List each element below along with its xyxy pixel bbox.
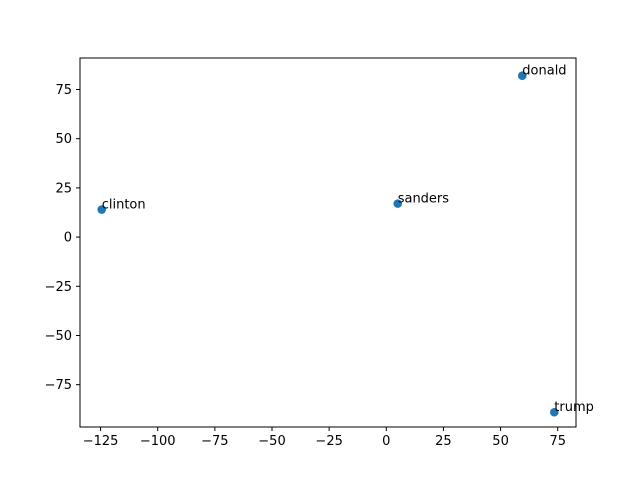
x-tick-label: 0 [382,434,390,449]
x-tick-label: 25 [435,434,452,449]
scatter-point-donald [517,71,527,81]
y-axis: −75 −50 −25 0 25 50 75 [45,83,80,393]
point-label-clinton: clinton [102,198,146,213]
y-tick-label: 0 [64,231,72,246]
x-tick-label: −125 [83,434,119,449]
point-label-sanders: sanders [398,192,450,207]
x-tick-label: −50 [258,434,285,449]
x-axis: −125 −100 −75 −50 −25 0 25 50 75 [83,427,566,449]
x-tick-label: −25 [315,434,342,449]
point-label-donald: donald [522,64,566,79]
y-tick-label: 25 [55,181,72,196]
y-tick-label: −25 [45,280,72,295]
x-tick-label: −75 [201,434,228,449]
x-tick-label: −100 [140,434,176,449]
scatter-point-trump [549,407,559,417]
scatter-point-sanders [393,199,403,208]
data-points [97,71,559,417]
y-tick-label: −50 [45,329,72,344]
point-label-trump: trump [554,400,594,415]
scatter-point-clinton [97,205,107,214]
y-tick-label: 75 [55,83,72,98]
x-tick-label: 50 [492,434,509,449]
plot-area-frame [79,57,577,428]
y-tick-label: −75 [45,378,72,393]
data-point-labels: clinton sanders donald trump [102,64,594,416]
x-tick-label: 75 [549,434,566,449]
y-tick-label: 50 [55,132,72,147]
